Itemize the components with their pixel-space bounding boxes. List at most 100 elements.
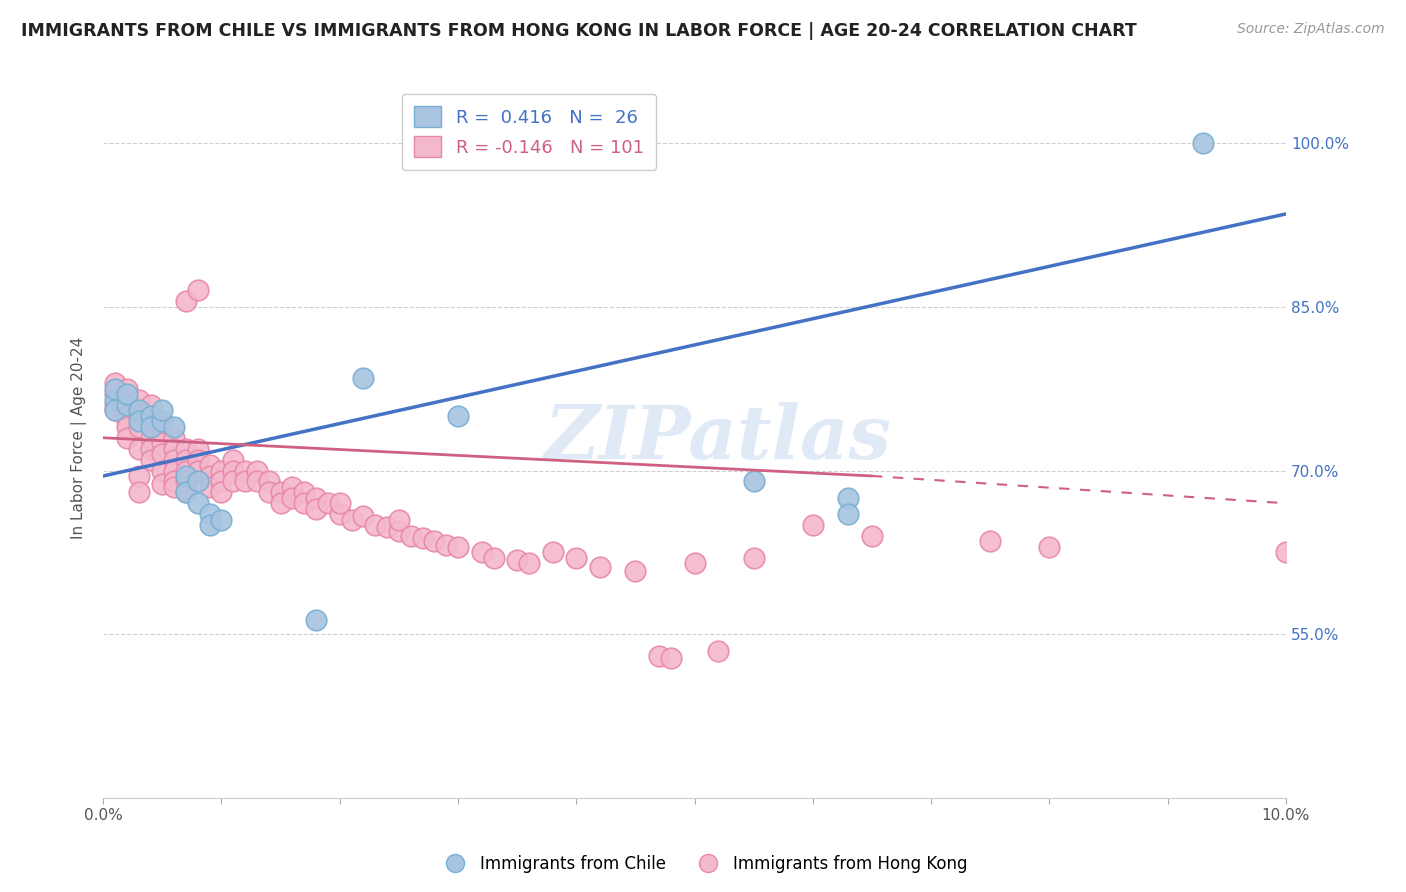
Point xyxy=(104,403,127,417)
Point xyxy=(104,403,127,417)
Point xyxy=(506,553,529,567)
Point xyxy=(115,403,138,417)
Point xyxy=(187,452,209,467)
Point xyxy=(375,520,398,534)
Point xyxy=(257,475,280,489)
Point xyxy=(281,491,304,505)
Point xyxy=(352,509,374,524)
Point xyxy=(281,480,304,494)
Point xyxy=(174,485,197,500)
Point xyxy=(211,513,233,527)
Point xyxy=(837,491,859,505)
Point xyxy=(104,398,127,412)
Point xyxy=(163,442,186,456)
Point xyxy=(150,414,173,428)
Point xyxy=(150,447,173,461)
Point xyxy=(412,531,434,545)
Point xyxy=(139,398,162,412)
Point xyxy=(707,643,730,657)
Point xyxy=(1192,136,1215,150)
Point xyxy=(388,524,411,538)
Point xyxy=(198,458,221,472)
Point xyxy=(222,452,245,467)
Point xyxy=(187,463,209,477)
Point xyxy=(174,452,197,467)
Legend: Immigrants from Chile, Immigrants from Hong Kong: Immigrants from Chile, Immigrants from H… xyxy=(432,848,974,880)
Point xyxy=(399,529,422,543)
Point xyxy=(115,420,138,434)
Point xyxy=(187,284,209,298)
Point xyxy=(139,409,162,423)
Point xyxy=(115,382,138,396)
Text: Source: ZipAtlas.com: Source: ZipAtlas.com xyxy=(1237,22,1385,37)
Point xyxy=(979,534,1001,549)
Point xyxy=(115,387,138,401)
Point xyxy=(541,545,564,559)
Point xyxy=(211,475,233,489)
Point xyxy=(174,469,197,483)
Point xyxy=(128,403,150,417)
Point xyxy=(187,442,209,456)
Point xyxy=(292,485,315,500)
Point xyxy=(198,469,221,483)
Point xyxy=(174,475,197,489)
Legend: R =  0.416   N =  26, R = -0.146   N = 101: R = 0.416 N = 26, R = -0.146 N = 101 xyxy=(402,94,657,169)
Point xyxy=(305,613,328,627)
Point xyxy=(305,491,328,505)
Point xyxy=(589,559,612,574)
Point xyxy=(364,518,387,533)
Point xyxy=(329,507,352,521)
Point xyxy=(104,382,127,396)
Point xyxy=(624,564,647,578)
Point xyxy=(115,414,138,428)
Point xyxy=(104,387,127,401)
Point xyxy=(128,414,150,428)
Point xyxy=(801,518,824,533)
Point xyxy=(115,431,138,445)
Point xyxy=(104,376,127,391)
Point xyxy=(742,475,765,489)
Point xyxy=(128,485,150,500)
Point xyxy=(128,469,150,483)
Point xyxy=(292,496,315,510)
Point xyxy=(139,442,162,456)
Point xyxy=(316,496,339,510)
Point xyxy=(174,463,197,477)
Point xyxy=(174,485,197,500)
Point xyxy=(447,409,470,423)
Point xyxy=(104,392,127,407)
Point xyxy=(128,420,150,434)
Point xyxy=(128,409,150,423)
Point xyxy=(517,557,540,571)
Point xyxy=(423,534,446,549)
Point xyxy=(211,463,233,477)
Point xyxy=(233,475,256,489)
Point xyxy=(565,550,588,565)
Point xyxy=(305,501,328,516)
Point xyxy=(128,403,150,417)
Point xyxy=(163,431,186,445)
Point xyxy=(233,463,256,477)
Point xyxy=(128,442,150,456)
Point xyxy=(150,403,173,417)
Point xyxy=(115,392,138,407)
Point xyxy=(150,414,173,428)
Point xyxy=(187,475,209,489)
Point xyxy=(837,507,859,521)
Point xyxy=(174,442,197,456)
Point xyxy=(257,485,280,500)
Point xyxy=(211,485,233,500)
Point xyxy=(115,398,138,412)
Text: IMMIGRANTS FROM CHILE VS IMMIGRANTS FROM HONG KONG IN LABOR FORCE | AGE 20-24 CO: IMMIGRANTS FROM CHILE VS IMMIGRANTS FROM… xyxy=(21,22,1137,40)
Point xyxy=(163,452,186,467)
Point xyxy=(128,392,150,407)
Point xyxy=(139,420,162,434)
Point xyxy=(163,463,186,477)
Point xyxy=(139,409,162,423)
Point xyxy=(329,496,352,510)
Text: ZIPatlas: ZIPatlas xyxy=(544,401,891,474)
Point xyxy=(163,480,186,494)
Point xyxy=(139,431,162,445)
Point xyxy=(482,550,505,565)
Point xyxy=(659,651,682,665)
